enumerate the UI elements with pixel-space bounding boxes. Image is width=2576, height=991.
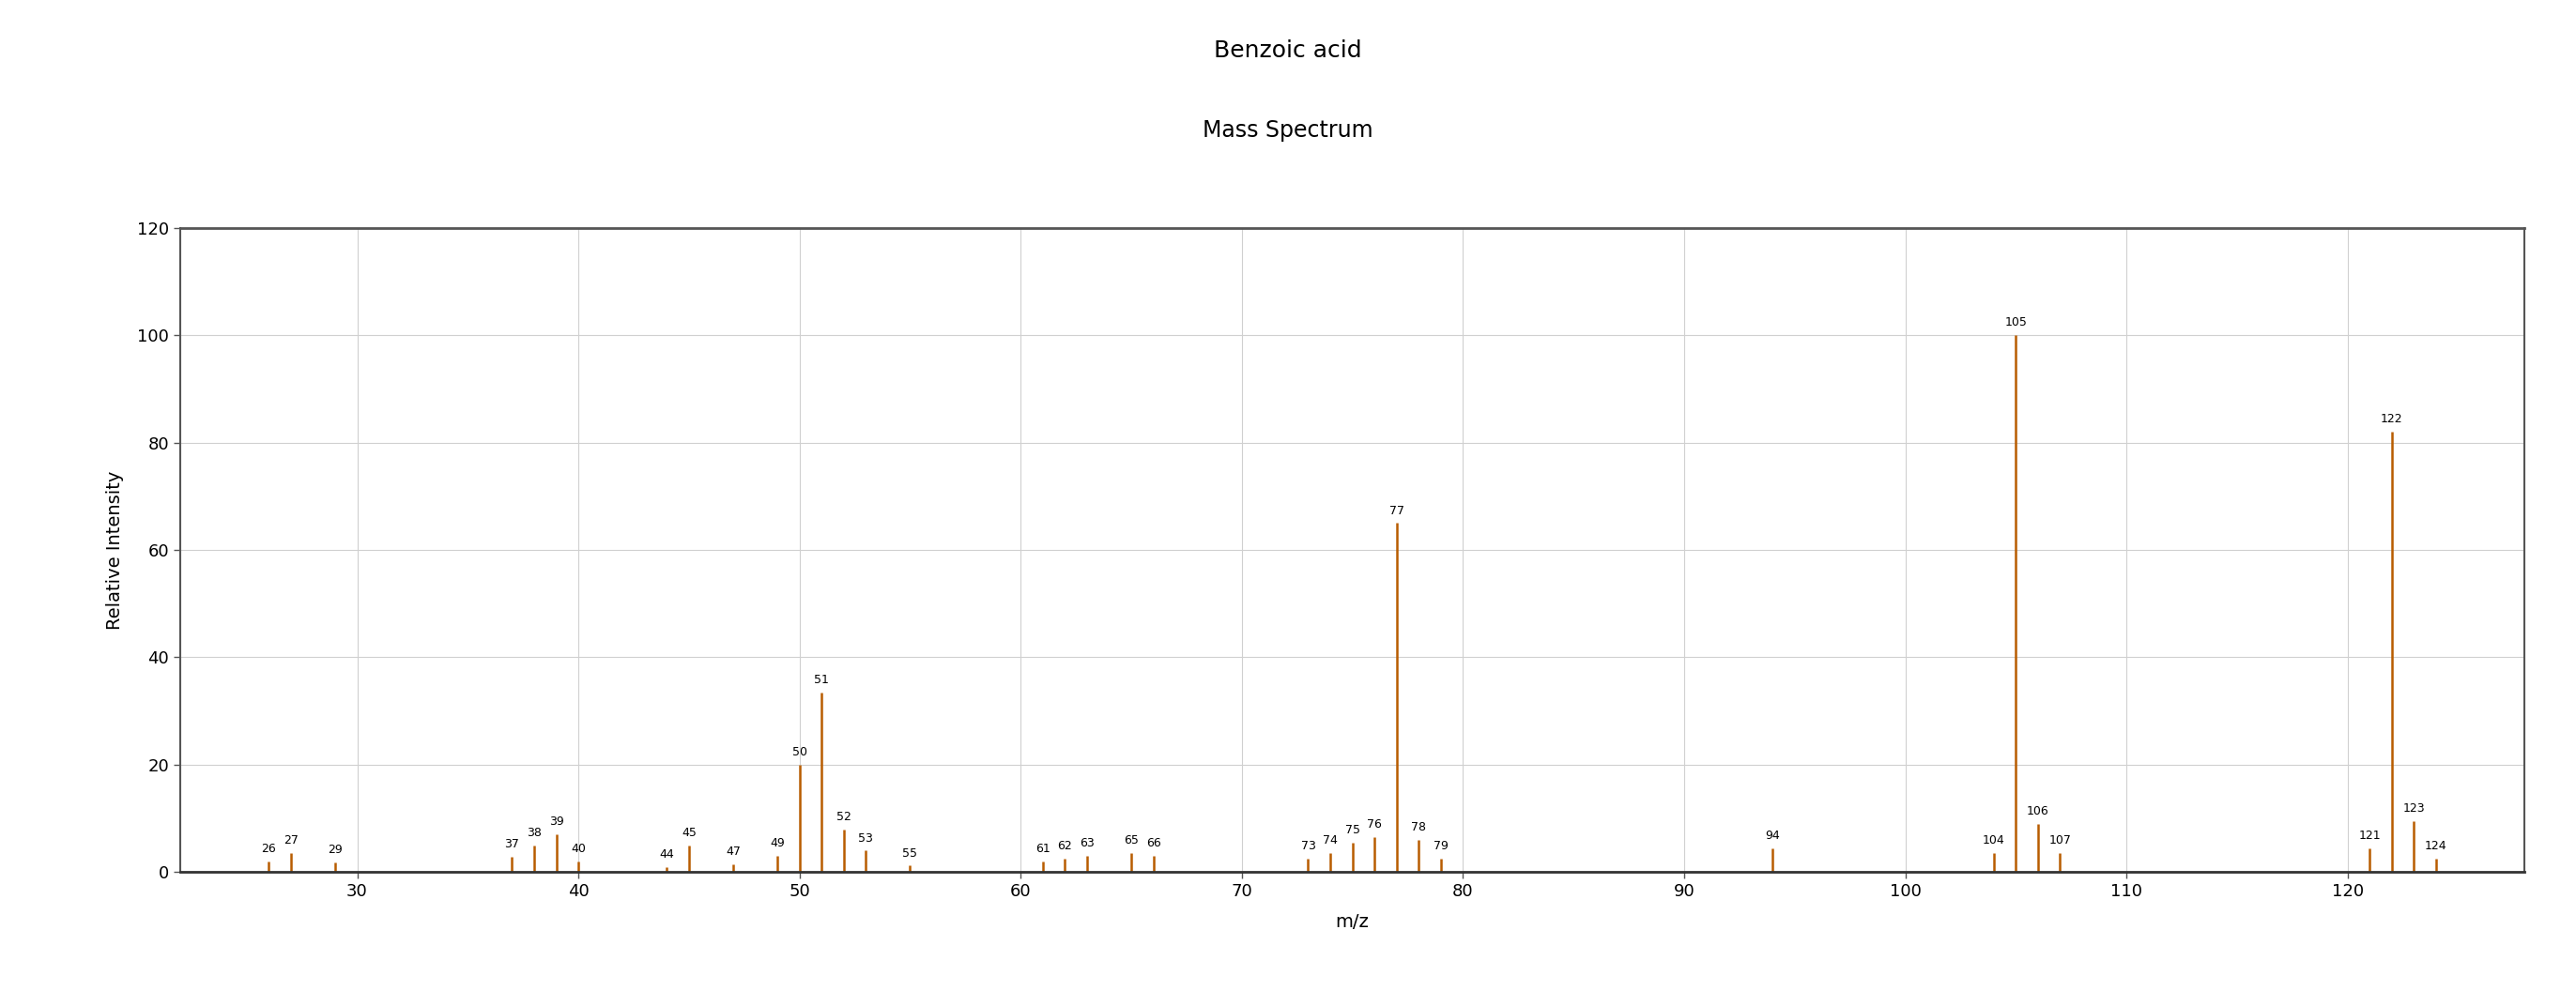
Text: 73: 73 (1301, 840, 1316, 852)
Text: 94: 94 (1765, 829, 1780, 841)
Text: 123: 123 (2403, 803, 2424, 815)
Text: 49: 49 (770, 837, 786, 849)
Text: 50: 50 (791, 746, 806, 758)
Y-axis label: Relative Intensity: Relative Intensity (106, 471, 124, 629)
Text: 40: 40 (572, 842, 585, 855)
Text: 47: 47 (726, 845, 742, 857)
Text: 121: 121 (2360, 829, 2380, 841)
Text: 63: 63 (1079, 837, 1095, 849)
Text: 27: 27 (283, 834, 299, 847)
Text: 45: 45 (683, 826, 696, 838)
Text: 29: 29 (327, 843, 343, 856)
Text: 105: 105 (2004, 317, 2027, 329)
Text: 75: 75 (1345, 824, 1360, 836)
Text: 61: 61 (1036, 842, 1051, 855)
Text: 65: 65 (1123, 834, 1139, 847)
Text: 26: 26 (260, 842, 276, 855)
Text: 39: 39 (549, 816, 564, 828)
Text: 52: 52 (837, 811, 850, 823)
Text: 55: 55 (902, 847, 917, 859)
Text: 74: 74 (1324, 834, 1337, 847)
Text: 51: 51 (814, 674, 829, 686)
Text: 107: 107 (2048, 834, 2071, 847)
Text: 78: 78 (1412, 822, 1427, 833)
X-axis label: m/z: m/z (1334, 913, 1370, 931)
Text: Benzoic acid: Benzoic acid (1213, 40, 1363, 62)
Text: 66: 66 (1146, 837, 1162, 849)
Text: 62: 62 (1059, 840, 1072, 852)
Text: 76: 76 (1368, 819, 1381, 830)
Text: 44: 44 (659, 848, 675, 860)
Text: Mass Spectrum: Mass Spectrum (1203, 119, 1373, 142)
Text: 77: 77 (1388, 504, 1404, 516)
Text: 106: 106 (2027, 805, 2048, 818)
Text: 122: 122 (2380, 413, 2403, 425)
Text: 53: 53 (858, 832, 873, 844)
Text: 38: 38 (526, 826, 541, 838)
Text: 124: 124 (2424, 840, 2447, 852)
Text: 104: 104 (1984, 834, 2004, 847)
Text: 79: 79 (1432, 840, 1448, 852)
Text: 37: 37 (505, 838, 520, 850)
